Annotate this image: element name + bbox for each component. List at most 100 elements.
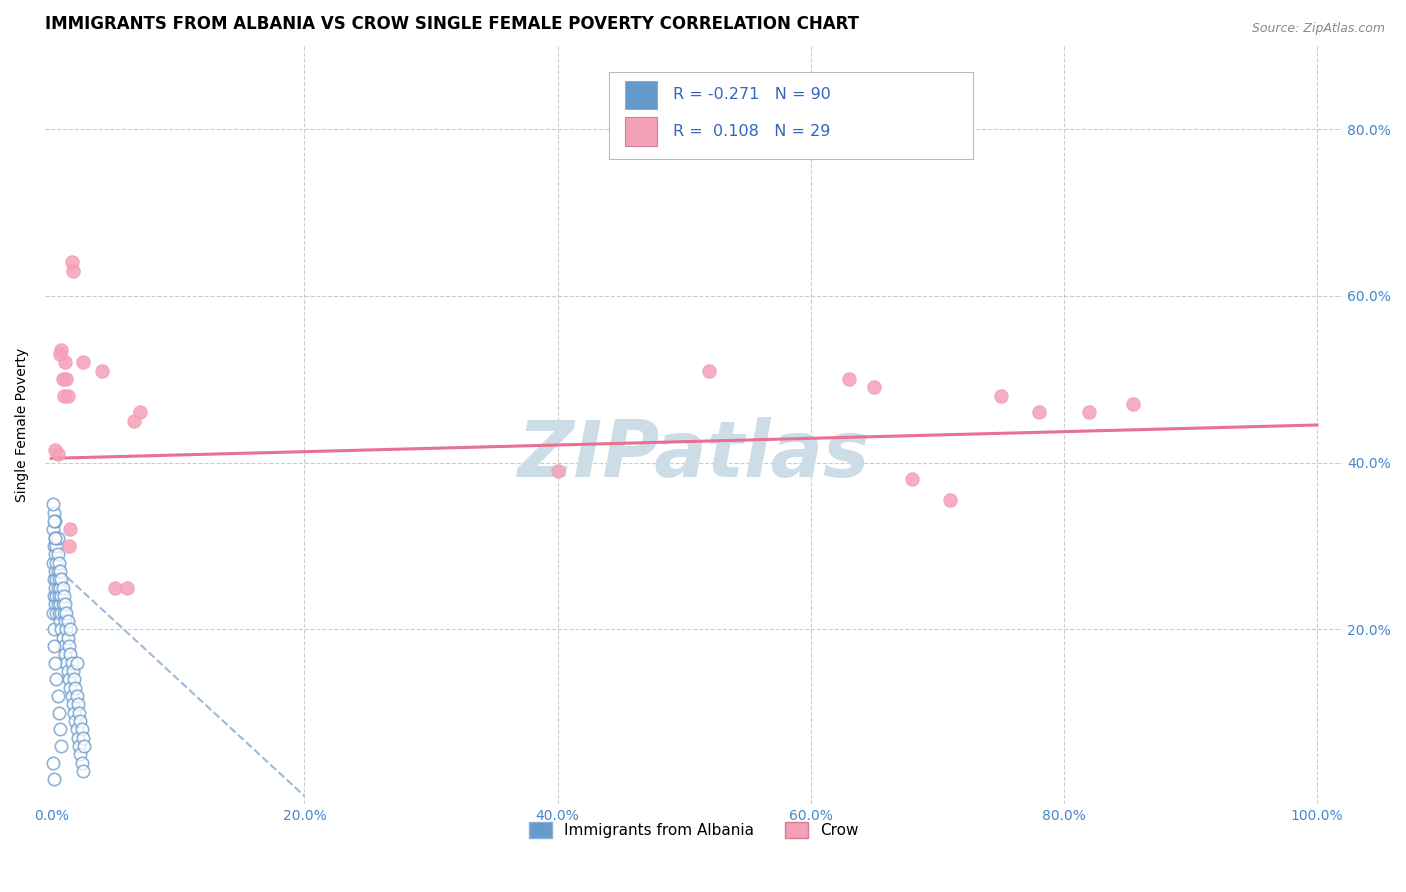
- Point: [863, 380, 886, 394]
- Point: [60, 656, 83, 670]
- Point: [56, 664, 79, 678]
- Point: [44, 442, 66, 457]
- Point: [48, 706, 70, 720]
- Point: [44, 581, 66, 595]
- FancyBboxPatch shape: [624, 117, 657, 145]
- Point: [1028, 405, 1050, 419]
- Point: [48, 556, 70, 570]
- Point: [90, 364, 112, 378]
- Point: [103, 581, 125, 595]
- Point: [58, 639, 80, 653]
- Point: [42, 514, 65, 528]
- Point: [49, 581, 72, 595]
- Point: [67, 739, 90, 753]
- Point: [48, 589, 70, 603]
- Point: [51, 572, 73, 586]
- Point: [45, 572, 67, 586]
- Point: [51, 343, 73, 357]
- Point: [42, 622, 65, 636]
- Text: Source: ZipAtlas.com: Source: ZipAtlas.com: [1251, 22, 1385, 36]
- Point: [59, 647, 82, 661]
- Point: [59, 522, 82, 536]
- Point: [49, 723, 72, 737]
- Point: [70, 756, 93, 770]
- Point: [63, 706, 86, 720]
- Point: [60, 255, 83, 269]
- Point: [55, 606, 77, 620]
- Point: [49, 597, 72, 611]
- Point: [52, 581, 75, 595]
- Point: [62, 698, 84, 712]
- Y-axis label: Single Female Poverty: Single Female Poverty: [15, 348, 30, 502]
- Point: [65, 723, 87, 737]
- Point: [45, 606, 67, 620]
- Point: [53, 355, 76, 369]
- Point: [49, 564, 72, 578]
- Point: [939, 493, 962, 508]
- FancyBboxPatch shape: [624, 80, 657, 110]
- Point: [547, 464, 569, 478]
- Point: [65, 656, 87, 670]
- Point: [44, 531, 66, 545]
- Point: [63, 673, 86, 687]
- Point: [48, 606, 70, 620]
- Point: [128, 405, 150, 419]
- Point: [44, 531, 66, 545]
- Point: [48, 572, 70, 586]
- Point: [65, 714, 87, 728]
- Point: [41, 606, 63, 620]
- Point: [46, 581, 69, 595]
- Point: [67, 706, 90, 720]
- Point: [46, 564, 69, 578]
- Point: [59, 622, 82, 636]
- Point: [70, 723, 93, 737]
- Point: [56, 614, 79, 628]
- Point: [990, 389, 1012, 403]
- Point: [42, 506, 65, 520]
- Point: [838, 372, 860, 386]
- Point: [52, 389, 75, 403]
- Point: [1078, 405, 1101, 419]
- Point: [42, 772, 65, 787]
- Point: [52, 639, 75, 653]
- Point: [53, 614, 76, 628]
- Point: [58, 539, 80, 553]
- Text: R =  0.108   N = 29: R = 0.108 N = 29: [673, 124, 830, 139]
- Point: [69, 747, 91, 762]
- Point: [41, 522, 63, 536]
- Point: [46, 547, 69, 561]
- Point: [49, 614, 72, 628]
- Point: [46, 597, 69, 611]
- Point: [41, 756, 63, 770]
- Point: [60, 689, 83, 703]
- Legend: Immigrants from Albania, Crow: Immigrants from Albania, Crow: [522, 814, 866, 846]
- Point: [1122, 397, 1144, 411]
- Point: [52, 597, 75, 611]
- Point: [56, 389, 79, 403]
- Point: [46, 447, 69, 461]
- Point: [115, 581, 138, 595]
- Point: [56, 631, 79, 645]
- Point: [44, 514, 66, 528]
- Point: [42, 539, 65, 553]
- Point: [52, 606, 75, 620]
- Point: [42, 639, 65, 653]
- Text: IMMIGRANTS FROM ALBANIA VS CROW SINGLE FEMALE POVERTY CORRELATION CHART: IMMIGRANTS FROM ALBANIA VS CROW SINGLE F…: [45, 15, 859, 33]
- Point: [53, 597, 76, 611]
- Point: [51, 606, 73, 620]
- Point: [73, 739, 96, 753]
- Point: [58, 673, 80, 687]
- Point: [42, 589, 65, 603]
- Point: [699, 364, 721, 378]
- Point: [55, 656, 77, 670]
- Point: [52, 372, 75, 386]
- Point: [45, 673, 67, 687]
- Point: [72, 355, 94, 369]
- Point: [51, 739, 73, 753]
- Text: R = -0.271   N = 90: R = -0.271 N = 90: [673, 87, 831, 103]
- Point: [51, 589, 73, 603]
- Point: [62, 264, 84, 278]
- Point: [52, 589, 75, 603]
- Point: [55, 372, 77, 386]
- Text: ZIPatlas: ZIPatlas: [517, 417, 870, 493]
